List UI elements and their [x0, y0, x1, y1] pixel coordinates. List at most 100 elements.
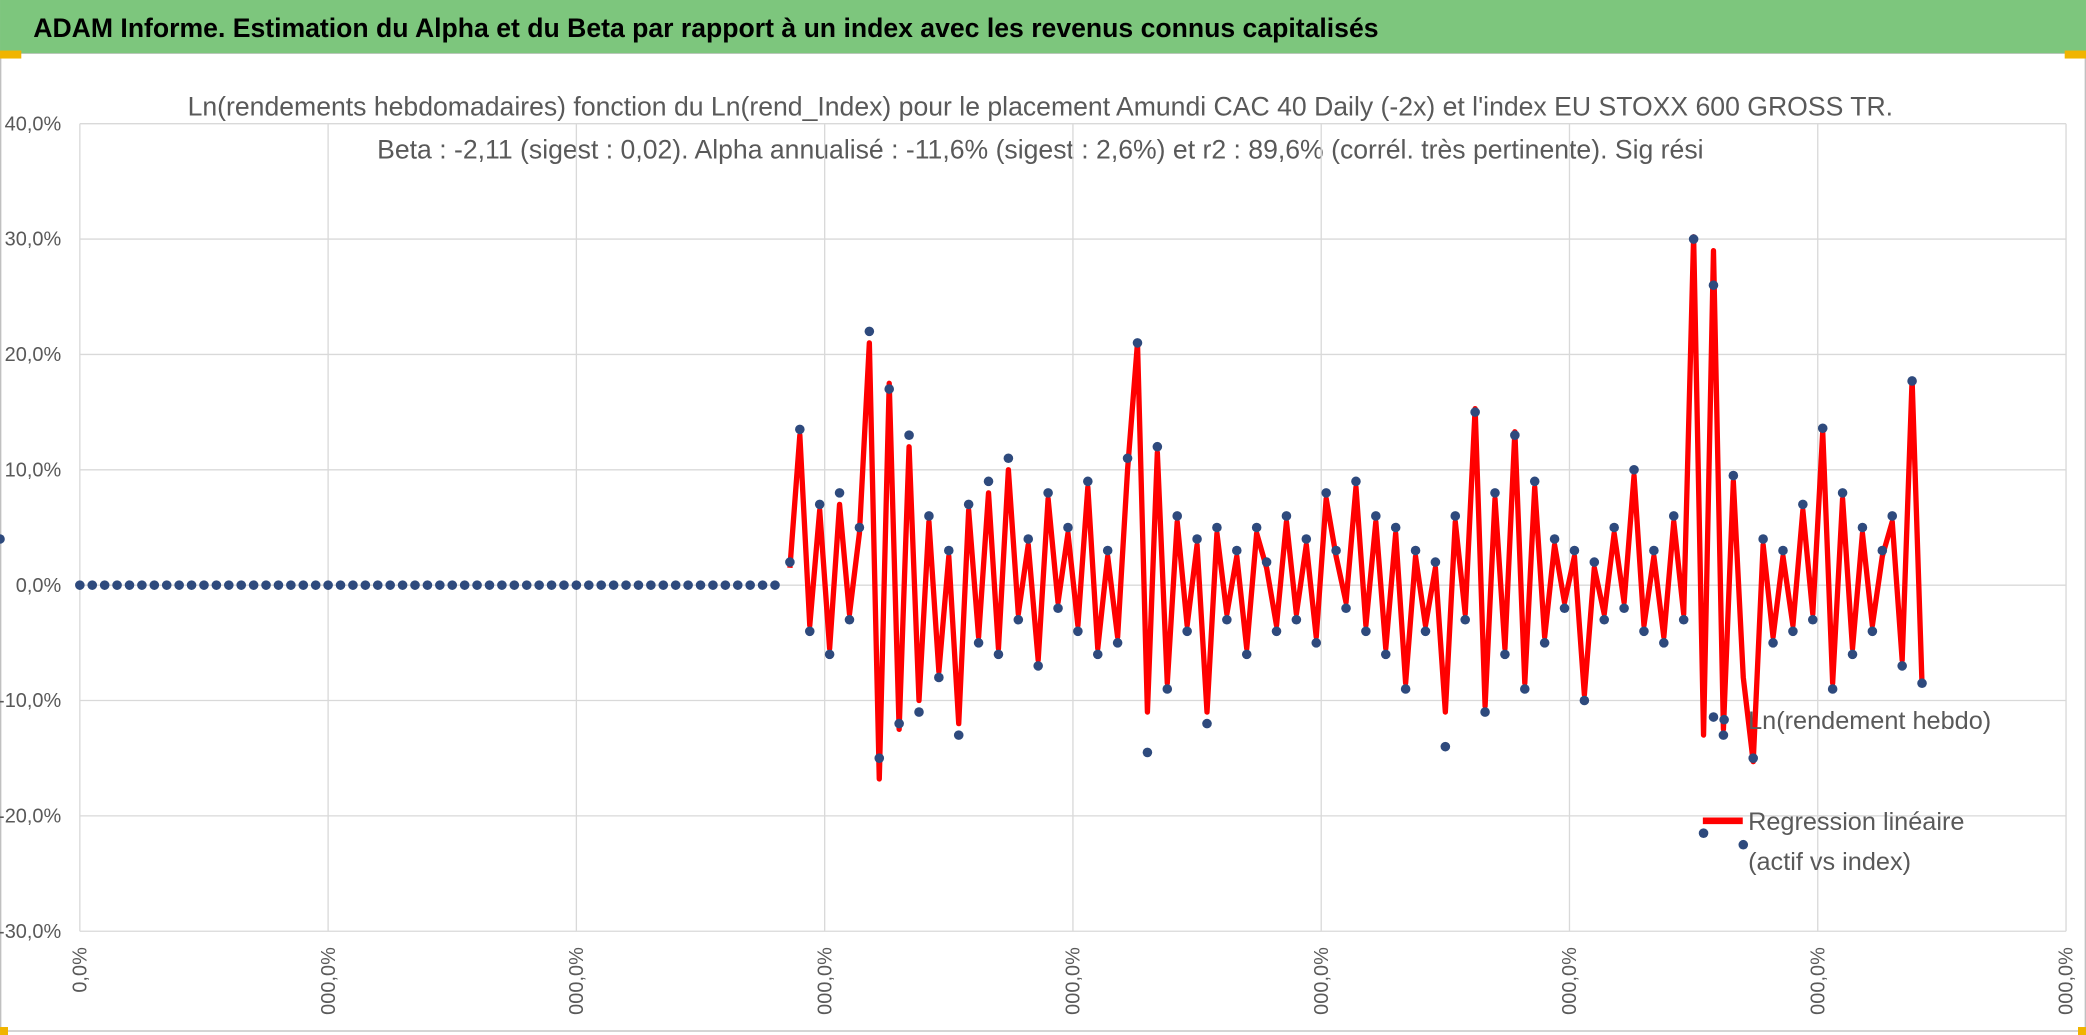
header-title: ADAM Informe. Estimation du Alpha et du … — [33, 13, 1378, 43]
scatter-point — [1559, 603, 1570, 614]
scatter-point — [99, 580, 110, 590]
scatter-point — [1321, 488, 1331, 498]
x-axis-labels: 0,0% 000,0% 000,0% 000,0% 000,0% 000,0% 000,0%… — [69, 947, 2077, 1015]
legend-marker — [1719, 714, 1729, 725]
scatter-point — [236, 580, 247, 590]
legend-label: Regression linéaire (actif vs index) — [1748, 808, 1965, 877]
scatter-point — [1619, 603, 1629, 614]
scatter-point — [1728, 470, 1739, 481]
scatter-point — [87, 580, 98, 590]
x-tick-label: 000,0% — [1559, 947, 1581, 1015]
scatter-point — [1837, 488, 1848, 498]
scatter-point — [1887, 511, 1898, 521]
y-tick-label: 0,0% — [16, 575, 62, 597]
scatter-point — [372, 580, 383, 590]
scatter-point — [1102, 545, 1113, 556]
scatter-point — [1520, 684, 1530, 694]
scatter-point — [1202, 718, 1212, 729]
scatter-point — [1232, 545, 1242, 556]
scatter-point — [1867, 626, 1878, 637]
scatter-point — [447, 580, 458, 590]
scatter-point — [1589, 557, 1600, 567]
scatter-point — [546, 580, 557, 590]
scatter-point — [834, 488, 845, 498]
corner-marker — [2064, 50, 2086, 59]
scatter-point — [584, 580, 594, 590]
scatter-point — [1579, 695, 1590, 706]
scatter-point — [904, 430, 914, 440]
scatter-point — [1490, 488, 1500, 498]
scatter-point — [484, 580, 495, 590]
x-tick-label: 000,0% — [1311, 947, 1333, 1015]
scatter-point — [745, 580, 755, 590]
scatter-point — [211, 580, 222, 590]
scatter-point — [1132, 338, 1143, 348]
scatter-point — [1659, 638, 1669, 648]
scatter-point — [1698, 828, 1709, 838]
scatter-point — [1380, 649, 1391, 660]
scatter-point — [137, 580, 147, 590]
plot-marks — [0, 234, 1927, 850]
scatter-point — [1162, 684, 1173, 694]
scatter-point — [1450, 511, 1461, 521]
legend: Ln(rendement hebdo) Regression linéaire (… — [1702, 708, 1991, 877]
scatter-point — [1798, 499, 1808, 510]
scatter-point — [658, 580, 669, 590]
scatter-point — [1877, 545, 1888, 556]
x-tick-label: 000,0% — [814, 947, 836, 1015]
scatter-point — [1023, 534, 1034, 544]
scatter-point — [112, 580, 122, 590]
scatter-point — [1668, 511, 1679, 521]
scatter-point — [864, 326, 875, 337]
scatter-point — [646, 580, 656, 590]
y-tick-label: -20,0% — [0, 806, 61, 828]
scatter-point — [1649, 545, 1659, 556]
scatter-point — [261, 580, 271, 590]
chart-title: Ln(rendements hebdomadaires) fonction du… — [188, 92, 1893, 122]
scatter-point — [1291, 614, 1302, 625]
scatter-point — [1112, 638, 1123, 648]
scatter-point — [509, 580, 520, 590]
scatter-point — [1599, 614, 1610, 625]
scatter-point — [1261, 557, 1272, 567]
x-tick-label: 0,0% — [69, 947, 91, 993]
scatter-point — [1639, 626, 1649, 637]
y-tick-label: 40,0% — [5, 113, 62, 135]
scatter-point — [1371, 511, 1381, 521]
scatter-point — [1172, 511, 1182, 521]
y-tick-label: 20,0% — [5, 344, 62, 366]
scatter-point — [1331, 545, 1341, 556]
scatter-point — [683, 580, 693, 590]
scatter-point — [1122, 453, 1133, 464]
scatter-point — [1817, 423, 1828, 434]
corner-marker — [2078, 1027, 2086, 1035]
scatter-point — [1897, 661, 1907, 671]
scatter-point — [854, 522, 865, 533]
scatter-point — [1529, 476, 1540, 487]
scatter-point — [1361, 626, 1371, 637]
y-tick-label: 30,0% — [5, 229, 62, 251]
scatter-point — [1301, 534, 1312, 544]
scatter-point — [596, 580, 607, 590]
scatter-point — [1251, 522, 1262, 533]
scatter-point — [1400, 684, 1411, 694]
scatter-point — [521, 580, 532, 590]
scatter-point — [161, 580, 172, 590]
scatter-point — [785, 557, 795, 567]
scatter-point — [1222, 614, 1232, 625]
scatter-point — [1212, 522, 1222, 533]
scatter-point — [720, 580, 731, 590]
x-tick-label: 000,0% — [566, 947, 588, 1015]
scatter-point — [608, 580, 619, 590]
scatter-point — [914, 707, 924, 717]
scatter-point — [844, 614, 855, 625]
scatter-point — [757, 580, 768, 590]
scatter-point — [1748, 753, 1758, 763]
scatter-point — [1708, 280, 1719, 291]
scatter-point — [1738, 839, 1749, 850]
scatter-point — [199, 580, 209, 590]
scatter-point — [174, 580, 184, 590]
scatter-point — [934, 672, 944, 683]
scatter-point — [422, 580, 433, 590]
